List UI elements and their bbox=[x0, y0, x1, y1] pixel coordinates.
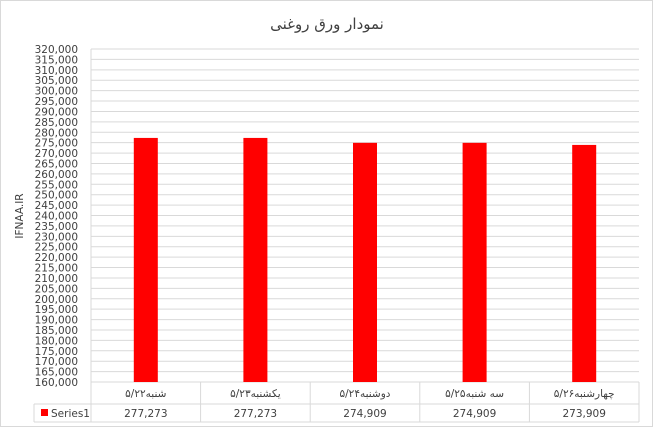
y-tick-label: 195,000 bbox=[35, 304, 78, 316]
y-tick-label: 225,000 bbox=[35, 242, 78, 254]
y-tick-label: 165,000 bbox=[35, 367, 78, 379]
y-tick-label: 170,000 bbox=[35, 356, 78, 368]
y-tick-label: 160,000 bbox=[35, 377, 78, 389]
y-tick-label: 315,000 bbox=[35, 54, 78, 66]
y-tick-label: 215,000 bbox=[35, 263, 78, 275]
category-label: سه شنبه۵/۲۵ bbox=[445, 388, 504, 400]
y-tick-label: 265,000 bbox=[35, 158, 78, 170]
y-tick-label: 175,000 bbox=[35, 346, 78, 358]
y-tick-label: 280,000 bbox=[35, 127, 78, 139]
y-tick-label: 230,000 bbox=[35, 231, 78, 243]
category-label: یکشنبه۵/۲۳ bbox=[230, 388, 281, 400]
y-tick-label: 240,000 bbox=[35, 211, 78, 223]
data-table-value: 274,909 bbox=[453, 408, 496, 420]
y-tick-label: 185,000 bbox=[35, 325, 78, 337]
category-label: چهارشنبه۵/۲۶ bbox=[554, 388, 615, 400]
y-tick-label: 295,000 bbox=[35, 96, 78, 108]
legend-label: Series1 bbox=[51, 408, 90, 420]
y-tick-label: 255,000 bbox=[35, 179, 78, 191]
y-tick-label: 305,000 bbox=[35, 75, 78, 87]
chart-title: نمودار ورق روغنی bbox=[270, 15, 384, 33]
bar bbox=[243, 137, 268, 382]
y-tick-label: 300,000 bbox=[35, 86, 78, 98]
category-label: دوشنبه۵/۲۴ bbox=[340, 388, 391, 400]
bar bbox=[462, 142, 487, 382]
data-table-value: 277,273 bbox=[124, 408, 167, 420]
y-tick-label: 250,000 bbox=[35, 190, 78, 202]
legend-swatch bbox=[41, 409, 48, 416]
y-tick-label: 210,000 bbox=[35, 273, 78, 285]
y-tick-label: 180,000 bbox=[35, 335, 78, 347]
category-label: شنبه۵/۲۲ bbox=[125, 388, 166, 400]
data-table-value: 274,909 bbox=[343, 408, 386, 420]
y-tick-label: 285,000 bbox=[35, 117, 78, 129]
bar bbox=[572, 144, 597, 382]
y-tick-label: 245,000 bbox=[35, 200, 78, 212]
y-tick-label: 220,000 bbox=[35, 252, 78, 264]
y-tick-label: 310,000 bbox=[35, 65, 78, 77]
y-tick-label: 235,000 bbox=[35, 221, 78, 233]
y-tick-label: 290,000 bbox=[35, 106, 78, 118]
y-tick-label: 260,000 bbox=[35, 169, 78, 181]
bar bbox=[353, 142, 377, 382]
y-tick-label: 320,000 bbox=[35, 44, 78, 56]
y-tick-label: 270,000 bbox=[35, 148, 78, 160]
data-table-value: 277,273 bbox=[234, 408, 277, 420]
y-tick-label: 205,000 bbox=[35, 283, 78, 295]
y-axis-label: IFNAA.IR bbox=[14, 193, 26, 238]
y-tick-label: 200,000 bbox=[35, 294, 78, 306]
y-tick-label: 190,000 bbox=[35, 315, 78, 327]
bar bbox=[133, 137, 158, 382]
y-tick-label: 275,000 bbox=[35, 138, 78, 150]
data-table-value: 273,909 bbox=[562, 408, 605, 420]
